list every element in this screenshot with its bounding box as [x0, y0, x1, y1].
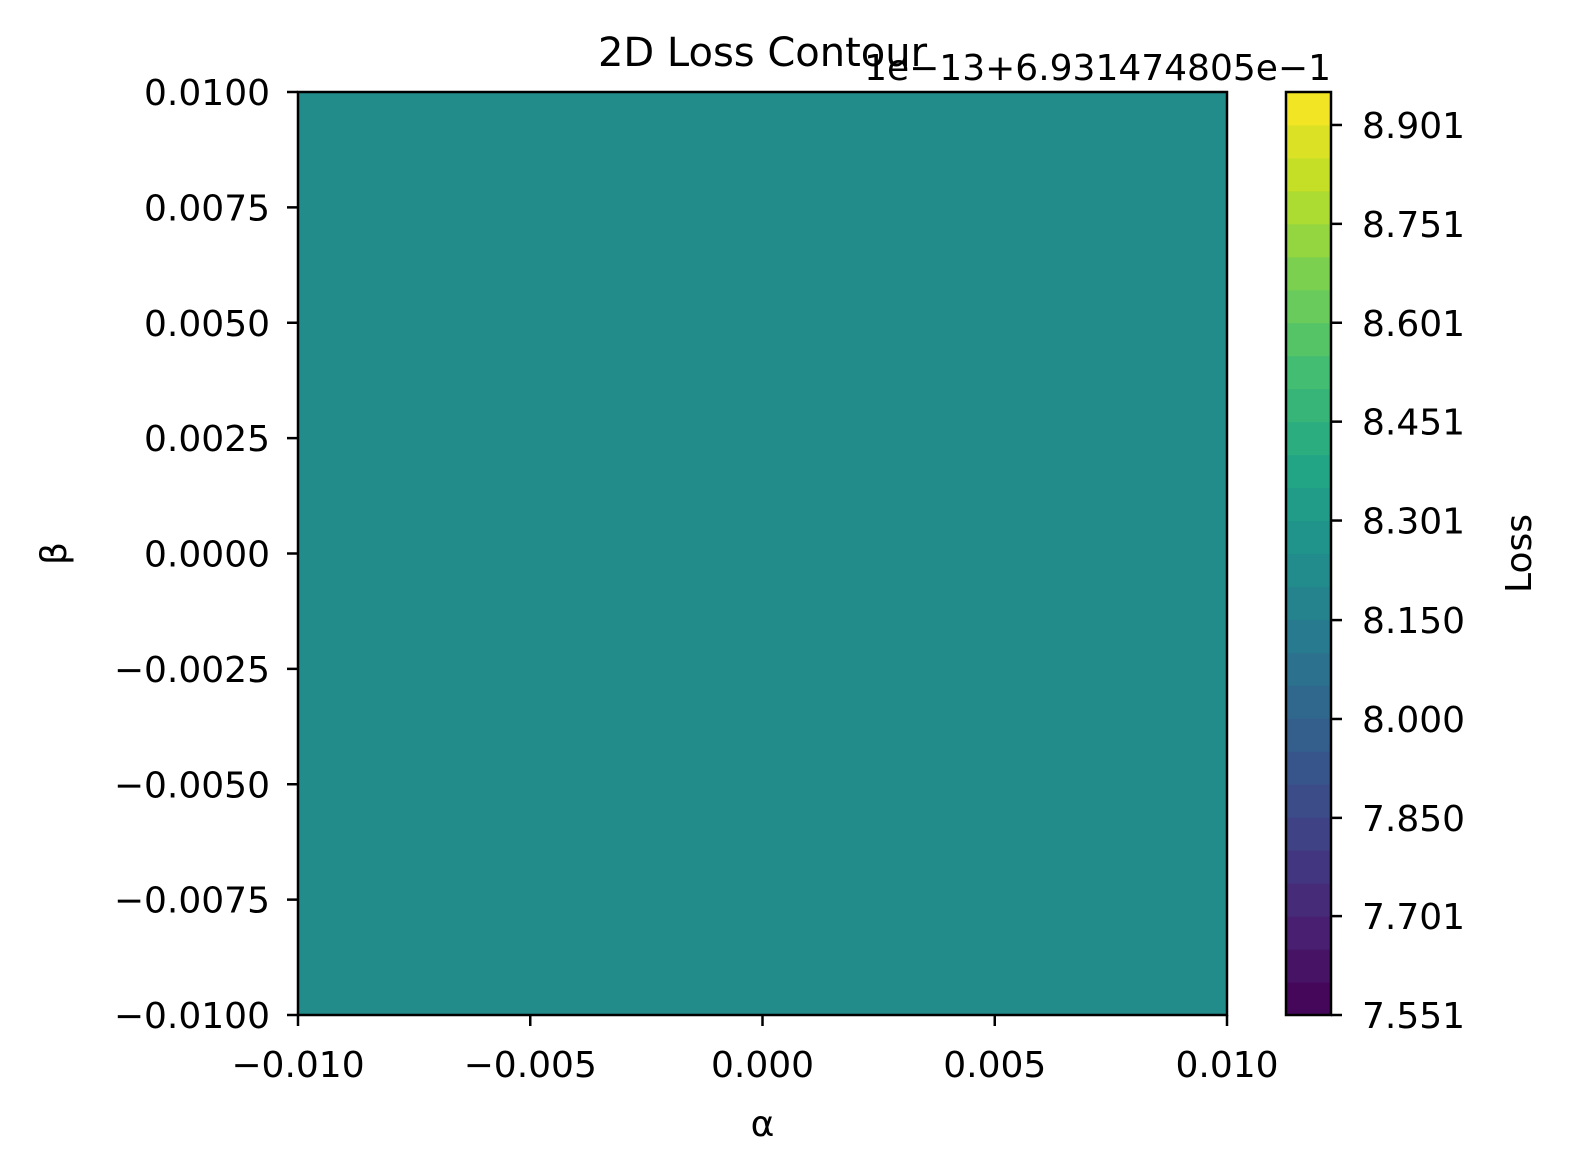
colorbar-band [1286, 91, 1331, 126]
x-axis-label: α [751, 1104, 775, 1145]
colorbar-tick-label: 8.451 [1362, 403, 1465, 444]
colorbar-band [1286, 322, 1331, 357]
colorbar-ticks: 8.901 8.751 8.601 8.451 8.301 8.150 8.000 7.850… [1331, 106, 1465, 1037]
y-tick-label: 0.0000 [144, 535, 270, 576]
colorbar-band [1286, 388, 1331, 423]
colorbar-tick-label: 7.850 [1362, 799, 1465, 840]
colorbar-band [1286, 157, 1331, 192]
colorbar-band [1286, 421, 1331, 456]
y-tick-label: 0.0050 [144, 304, 270, 345]
x-tick-label: −0.010 [231, 1045, 364, 1086]
x-tick-label: −0.005 [464, 1045, 597, 1086]
colorbar-band [1286, 553, 1331, 587]
x-tick-label: 0.005 [943, 1045, 1046, 1086]
colorbar-band [1286, 750, 1331, 785]
colorbar-band [1286, 816, 1331, 851]
colorbar-tick-label: 8.901 [1362, 106, 1465, 147]
colorbar-band [1286, 223, 1331, 258]
colorbar-tick-label: 8.150 [1362, 601, 1465, 642]
colorbar-band [1286, 190, 1331, 225]
contour-fill [298, 92, 1227, 1015]
colorbar-tick-label: 7.551 [1362, 996, 1465, 1037]
y-axis-ticks: 0.0100 0.0075 0.0050 0.0025 0.0000 −0.0025 −0.… [114, 73, 298, 1037]
y-tick-label: 0.0025 [144, 419, 270, 460]
colorbar-offset-text: 1e−13+6.931474805e−1 [864, 48, 1331, 89]
y-tick-label: 0.0075 [144, 188, 270, 229]
y-tick-label: −0.0050 [114, 765, 270, 806]
y-axis-label: β [34, 542, 75, 565]
chart-title: 2D Loss Contour [598, 30, 928, 76]
colorbar-band [1286, 256, 1331, 291]
x-tick-label: 0.000 [711, 1045, 814, 1086]
colorbar-tick-label: 8.601 [1362, 304, 1465, 345]
colorbar [1284, 90, 1333, 1017]
y-tick-label: −0.0100 [114, 996, 270, 1037]
colorbar-band [1286, 124, 1331, 159]
colorbar-tick-label: 8.751 [1362, 205, 1465, 246]
colorbar-band [1286, 585, 1331, 620]
colorbar-band [1286, 520, 1331, 554]
colorbar-tick-label: 8.301 [1362, 502, 1465, 543]
colorbar-label: Loss [1499, 514, 1540, 593]
colorbar-tick-label: 7.701 [1362, 897, 1465, 938]
colorbar-band [1286, 783, 1331, 818]
x-tick-label: 0.010 [1175, 1045, 1278, 1086]
colorbar-frame [1284, 90, 1333, 1017]
colorbar-band [1286, 717, 1331, 752]
colorbar-band [1286, 849, 1331, 884]
colorbar-band [1286, 355, 1331, 390]
y-tick-label: −0.0025 [114, 650, 270, 691]
colorbar-band [1286, 289, 1331, 324]
y-tick-label: −0.0075 [114, 881, 270, 922]
x-axis-ticks: −0.010 −0.005 0.000 0.005 0.010 [231, 1015, 1279, 1086]
colorbar-band [1286, 651, 1331, 686]
colorbar-band [1286, 618, 1331, 653]
colorbar-band [1286, 684, 1331, 719]
colorbar-band [1286, 948, 1331, 983]
colorbar-band [1286, 882, 1331, 917]
colorbar-band [1286, 981, 1331, 1016]
colorbar-tick-label: 8.000 [1362, 700, 1465, 741]
y-tick-label: 0.0100 [144, 73, 270, 114]
colorbar-band [1286, 454, 1331, 489]
colorbar-band [1286, 915, 1331, 950]
colorbar-band [1286, 487, 1331, 522]
